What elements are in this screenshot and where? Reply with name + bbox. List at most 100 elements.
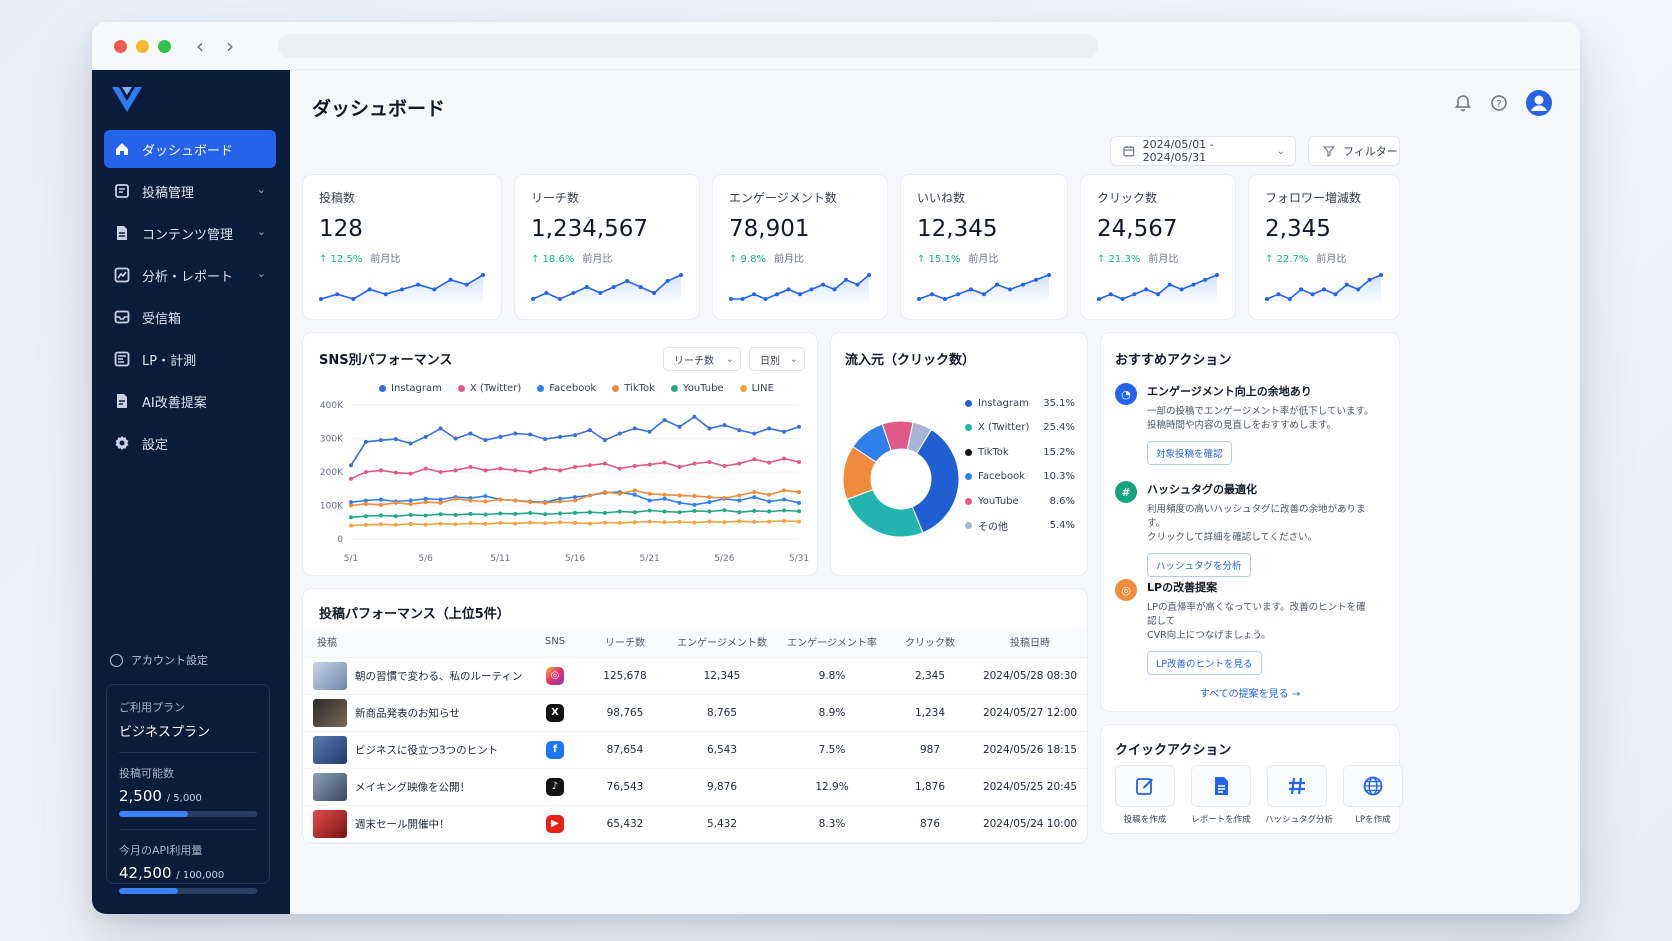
series-point [438,500,443,505]
legend-item[interactable]: YouTube [670,383,724,394]
post-thumbnail [313,698,347,727]
sparkline-point [729,297,733,301]
sidebar-item-analytics[interactable]: 分析・レポート ⌄ [104,256,276,294]
kpi-card-clicks[interactable]: クリック数 24,567 ↑ 21.3% 前月比 [1080,174,1236,320]
maximize-window-button[interactable] [158,40,171,53]
quick-create-report[interactable]: レポートを作成 [1189,765,1253,825]
series-point [408,498,413,503]
engagement-rate-cell: 8.9% [777,694,887,732]
app-logo-icon[interactable] [110,84,144,114]
table-row[interactable]: 週末セール開催中！ ▶ 65,432 5,432 8.3% 876 2024/0… [303,805,1087,843]
legend-item[interactable]: Facebook [537,383,596,394]
back-arrow-icon[interactable]: ‹ [196,34,204,58]
series-point [363,498,368,503]
forward-arrow-icon[interactable]: › [226,34,234,58]
account-settings-link[interactable]: アカウント設定 [110,652,208,668]
quick-action-label: LPを作成 [1355,815,1391,825]
top-posts-card: 投稿パフォーマンス（上位5件） 投稿 SNS リーチ数 エンゲージメント数 エン… [302,588,1088,844]
quick-hashtag-analysis[interactable]: ハッシュタグ分析 [1265,765,1333,825]
donut-legend-item[interactable]: X (Twitter) 25.4% [965,416,1075,441]
table-row[interactable]: ビジネスに役立つ3つのヒント f 87,654 6,543 7.5% 987 2… [303,731,1087,769]
metric-select[interactable]: リーチ数 ⌄ [663,347,741,371]
series-point [797,500,801,505]
column-header[interactable]: エンゲージメント数 [667,627,777,658]
donut-legend-item[interactable]: その他 5.4% [965,514,1075,539]
column-header[interactable]: クリック数 [887,627,973,658]
series-point [617,431,622,436]
column-header[interactable]: 投稿 [303,627,527,658]
kpi-card-followers[interactable]: フォロワー増減数 2,345 ↑ 22.7% 前月比 [1248,174,1400,320]
sidebar-item-content[interactable]: コンテンツ管理 ⌄ [104,214,276,252]
legend-label: X (Twitter) [978,422,1030,434]
series-point [408,502,413,507]
series-point [349,476,353,481]
kpi-card-posts[interactable]: 投稿数 128 ↑ 12.5% 前月比 [302,174,502,320]
table-row[interactable]: 朝の習慣で変わる、私のルーティン ◎ 125,678 12,345 9.8% 2… [303,657,1087,695]
recommend-item-title: LPの改善提案 [1147,581,1218,594]
donut-legend-item[interactable]: Facebook 10.3% [965,465,1075,490]
kpi-label: リーチ数 [531,191,580,205]
see-all-suggestions-link[interactable]: すべての提案を見る → [1199,689,1301,700]
legend-item[interactable]: TikTok [612,383,655,394]
series-point [647,491,652,496]
column-header[interactable]: エンゲージメント率 [777,627,887,658]
series-point [602,438,607,443]
series-point [632,463,637,468]
sparkline-point [1265,297,1269,301]
legend-item[interactable]: X (Twitter) [457,383,521,394]
date-cell: 2024/05/26 18:15 [973,731,1087,769]
series-point [528,500,533,505]
column-header[interactable]: リーチ数 [583,627,667,658]
help-icon[interactable]: ? [1490,94,1508,112]
reach-cell: 65,432 [583,805,667,843]
kpi-card-reach[interactable]: リーチ数 1,234,567 ↑ 18.6% 前月比 [514,174,700,320]
sidebar-item-dashboard[interactable]: ダッシュボード [104,130,276,168]
sidebar-item-settings[interactable]: 設定 [104,424,276,462]
filter-button[interactable]: フィルター [1308,136,1400,166]
donut-legend-item[interactable]: YouTube 8.6% [965,489,1075,514]
quick-create-post[interactable]: 投稿を作成 [1113,765,1177,825]
sidebar-item-ai[interactable]: AI改善提案 [104,382,276,420]
kpi-card-likes[interactable]: いいね数 12,345 ↑ 15.1% 前月比 [900,174,1068,320]
minimize-window-button[interactable] [136,40,149,53]
home-icon [116,143,128,155]
bell-icon[interactable] [1454,94,1472,112]
engagement-cell: 8,765 [667,694,777,732]
table-row[interactable]: メイキング映像を公開！ ♪ 76,543 9,876 12.9% 1,876 2… [303,768,1087,806]
series-point [513,498,518,503]
column-header[interactable]: 投稿日時 [973,627,1087,658]
kpi-card-engagement[interactable]: エンゲージメント数 78,901 ↑ 9.8% 前月比 [712,174,888,320]
period-select[interactable]: 日別 ⌄ [749,347,805,371]
quick-create-lp[interactable]: LPを作成 [1341,765,1405,825]
url-bar[interactable] [278,34,1098,58]
legend-percent: 35.1% [1043,397,1075,409]
quick-action-label: 投稿を作成 [1123,815,1167,825]
date-range-picker[interactable]: 2024/05/01 - 2024/05/31 ⌄ [1110,136,1296,166]
table-row[interactable]: 新商品発表のお知らせ X 98,765 8,765 8.9% 1,234 202… [303,694,1087,732]
post-title: ビジネスに役立つ3つのヒント [355,744,499,756]
close-window-button[interactable] [114,40,127,53]
donut-legend-item[interactable]: Instagram 35.1% [965,391,1075,416]
series-point [558,499,563,504]
lp-hint-button[interactable]: LP改善のヒントを見る [1147,651,1262,675]
sparkline-point [319,297,323,301]
series-point [498,520,503,525]
series-point [498,511,503,516]
sidebar-item-inbox[interactable]: 受信箱 [104,298,276,336]
chevron-down-icon: ⌄ [256,225,266,238]
legend-item[interactable]: LINE [739,383,774,394]
column-header[interactable]: SNS [527,627,583,658]
sns-cell: ▶ [527,805,583,843]
legend-item[interactable]: Instagram [379,383,442,394]
analyze-hashtag-button[interactable]: ハッシュタグを分析 [1147,553,1251,577]
sidebar-item-posts[interactable]: 投稿管理 ⌄ [104,172,276,210]
sidebar-item-lp[interactable]: LP・計測 [104,340,276,378]
avatar[interactable] [1526,90,1552,116]
legend-swatch [739,385,747,392]
donut-legend-item[interactable]: TikTok 15.2% [965,440,1075,465]
sparkline-point [665,279,670,283]
series-point [632,510,637,515]
series-point [662,418,667,423]
check-posts-button[interactable]: 対象投稿を確認 [1147,441,1232,465]
top-posts-title: 投稿パフォーマンス（上位5件） [319,607,510,622]
